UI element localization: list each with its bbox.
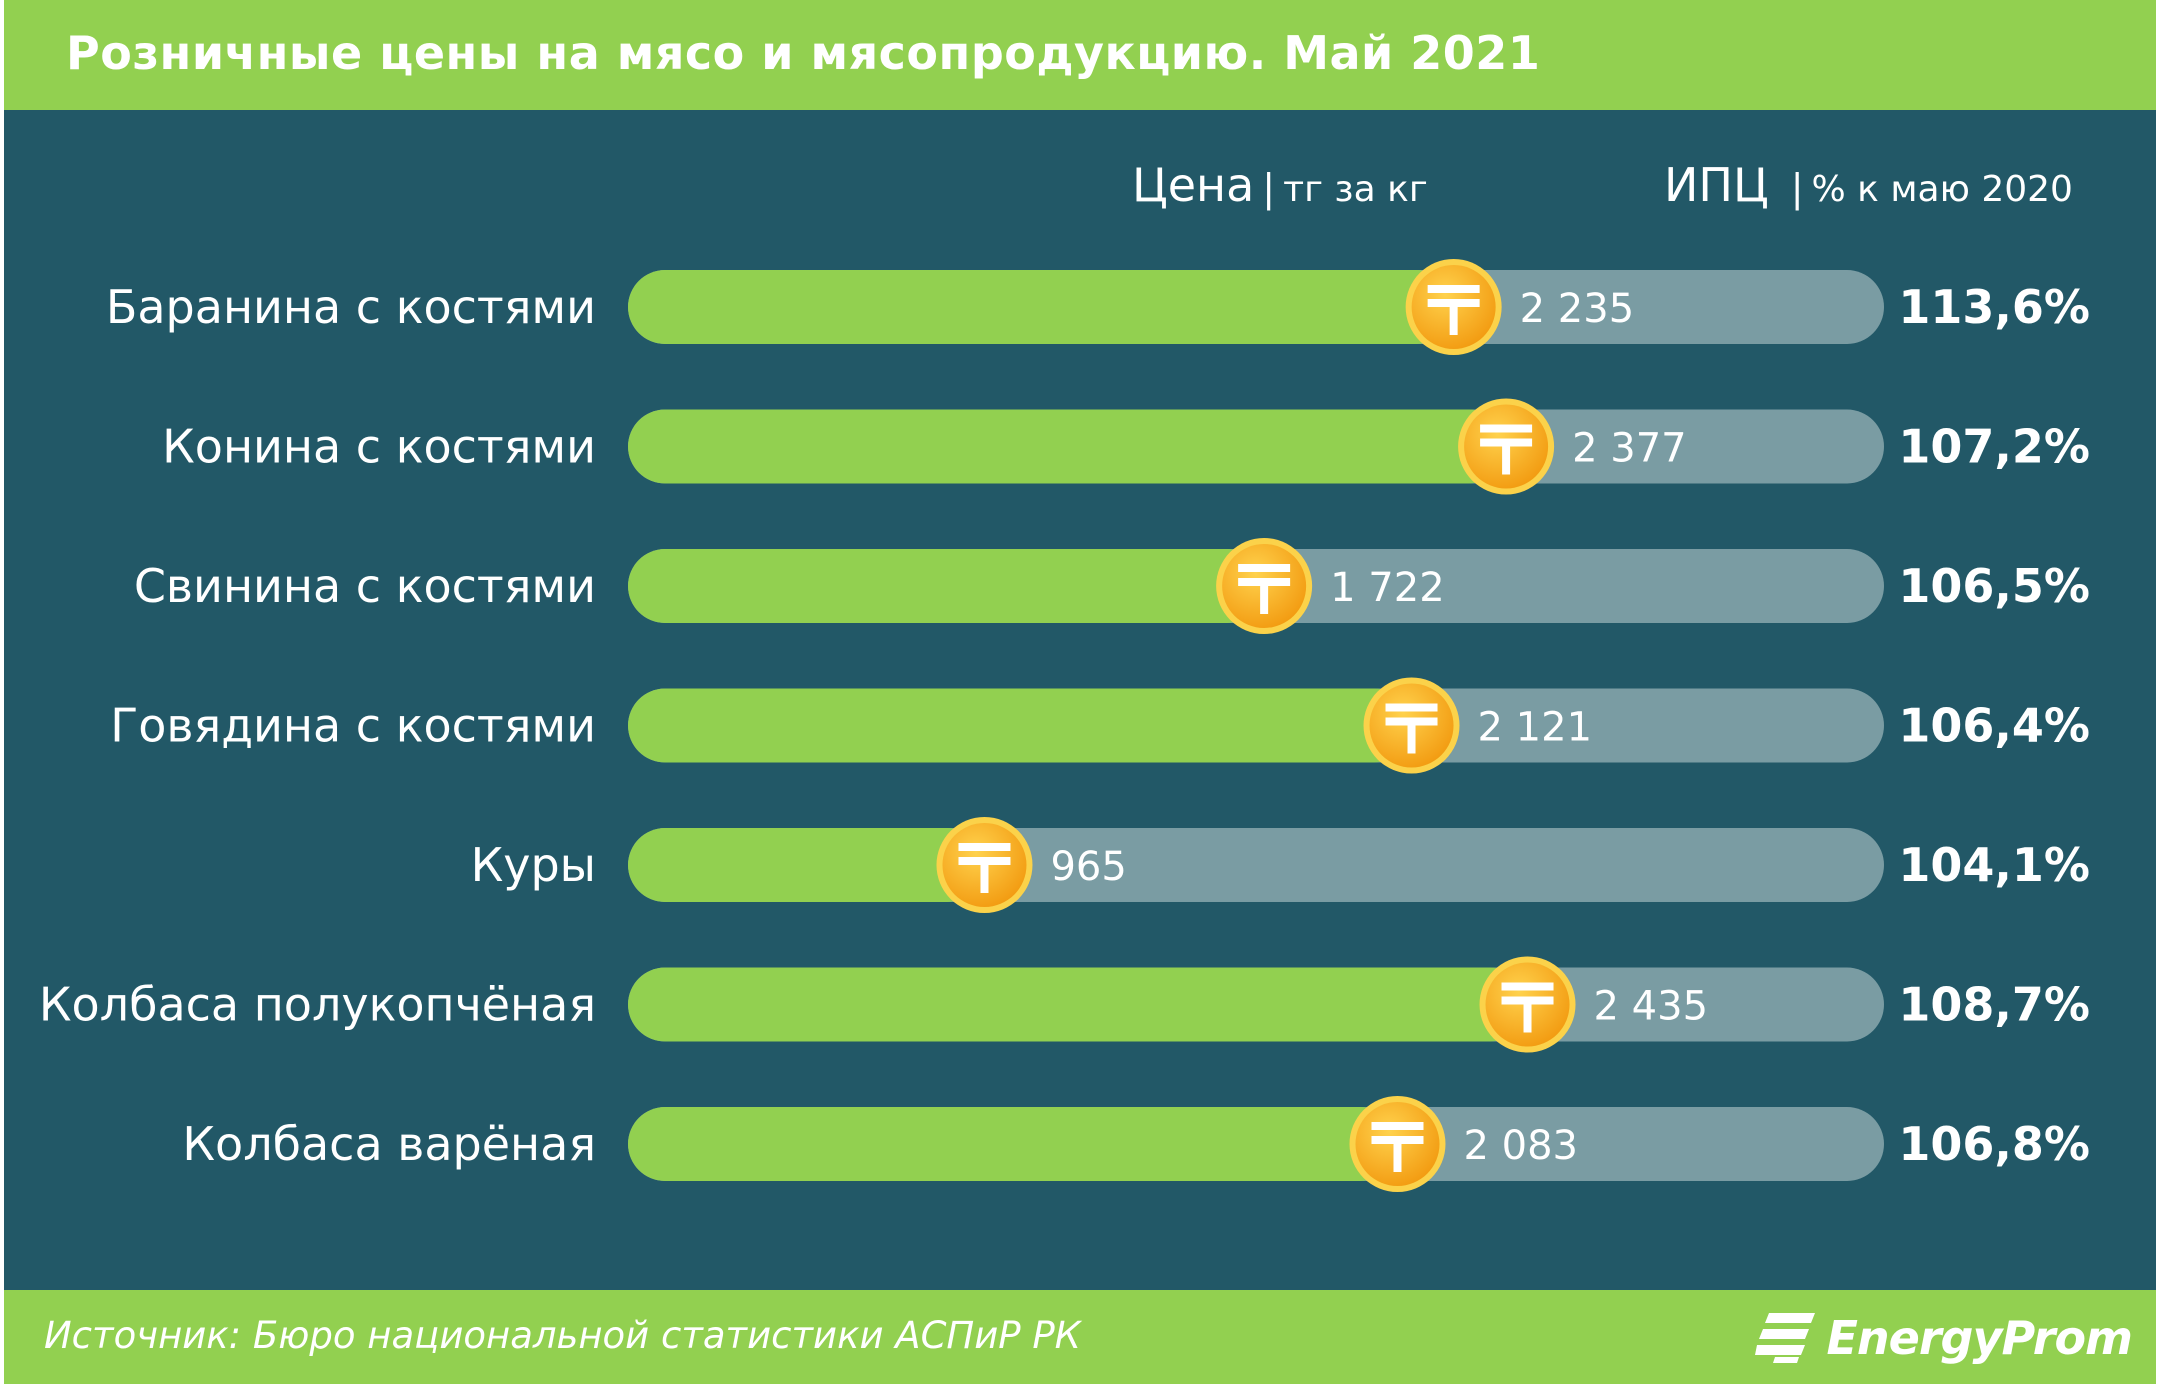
tenge-coin-icon <box>1363 677 1460 774</box>
tenge-coin-icon <box>1479 956 1576 1053</box>
ipc-value-label: 106,4% <box>1898 699 2090 753</box>
chart-title: Розничные цены на мясо и мясопродукцию. … <box>66 26 1541 80</box>
tenge-coin-icon <box>1349 1096 1446 1192</box>
ipc-header: ИПЦ |% к маю 2020 <box>1664 158 2073 212</box>
price-bar <box>628 967 1528 1042</box>
tenge-coin-icon <box>936 817 1033 913</box>
footer-bar: Источник: Бюро национальной статистики А… <box>4 1290 2156 1384</box>
ipc-value-label: 104,1% <box>1898 838 2090 892</box>
category-label: Свинина с костями <box>134 559 596 613</box>
title-bar: Розничные цены на мясо и мясопродукцию. … <box>4 0 2156 110</box>
price-header: Цена | тг за кг <box>1132 158 1428 212</box>
category-label: Говядина с костями <box>110 699 596 753</box>
ipc-header-unit: % к маю 2020 <box>1811 169 2073 210</box>
price-value-label: 1 722 <box>1330 565 1445 611</box>
price-header-separator: | <box>1262 166 1276 210</box>
price-bar <box>628 1107 1398 1181</box>
category-label: Баранина с костями <box>106 280 596 334</box>
category-label: Колбаса варёная <box>182 1117 596 1171</box>
tenge-coin-icon <box>1458 398 1555 495</box>
brand-logo: EnergyProm <box>1754 1308 2133 1368</box>
ipc-value-label: 113,6% <box>1898 280 2090 334</box>
price-value-label: 2 435 <box>1594 984 1709 1030</box>
infographic: Розничные цены на мясо и мясопродукцию. … <box>4 0 2156 1384</box>
price-bar <box>628 549 1265 623</box>
ipc-header-separator: | <box>1790 166 1804 210</box>
price-header-label: Цена <box>1132 158 1255 212</box>
bar-chart: Баранина с костями 2 235 113,6% Конина с ко… <box>39 259 2090 1192</box>
ipc-value-label: 107,2% <box>1898 420 2090 474</box>
price-bar <box>628 270 1454 344</box>
price-value-label: 2 121 <box>1478 705 1593 751</box>
ipc-value-label: 108,7% <box>1898 978 2090 1032</box>
logo-text: EnergyProm <box>1826 1311 2133 1365</box>
energyprom-logo-icon <box>1754 1313 1815 1363</box>
price-value-label: 2 377 <box>1572 426 1687 472</box>
tenge-coin-icon <box>1405 259 1502 355</box>
tenge-coin-icon <box>1216 538 1313 634</box>
ipc-value-label: 106,8% <box>1898 1117 2090 1171</box>
price-bar <box>628 688 1412 763</box>
price-header-unit: тг за кг <box>1283 169 1428 210</box>
price-value-label: 2 235 <box>1520 286 1635 332</box>
price-value-label: 965 <box>1050 844 1126 890</box>
price-bar <box>628 409 1507 484</box>
category-label: Конина с костями <box>162 420 596 474</box>
price-bar <box>628 828 985 902</box>
source-note: Источник: Бюро национальной статистики А… <box>44 1314 1081 1357</box>
category-label: Колбаса полукопчёная <box>39 978 596 1032</box>
ipc-value-label: 106,5% <box>1898 559 2090 613</box>
category-label: Куры <box>471 838 596 892</box>
ipc-header-label: ИПЦ <box>1664 158 1769 212</box>
price-value-label: 2 083 <box>1463 1123 1578 1169</box>
